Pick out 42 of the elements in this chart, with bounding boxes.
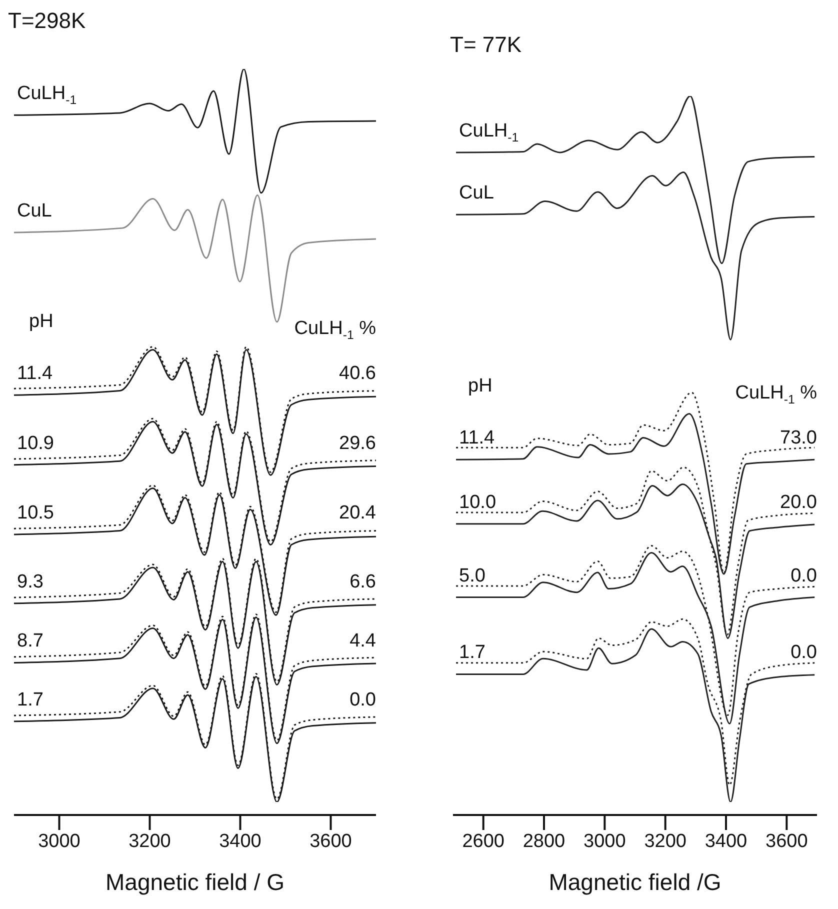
annotation: 40.6 — [339, 362, 376, 384]
series-label: 10.9 — [17, 432, 54, 454]
x-axis-title: Magnetic field /G — [548, 869, 722, 895]
chart-title: T=298K — [8, 8, 86, 34]
series-label: 5.0 — [459, 564, 486, 586]
series-label: 11.4 — [17, 362, 53, 384]
annotation: 0.0 — [790, 564, 817, 586]
x-tick-label: 2600 — [462, 831, 504, 852]
series-label: CuLH$_{-1}$ — [459, 120, 519, 144]
series-label: 9.3 — [17, 570, 44, 592]
annotation: CuLH$_{-1}$ % — [735, 382, 818, 407]
x-tick-label: 3400 — [704, 831, 748, 852]
x-tick-label: 3400 — [219, 831, 262, 852]
annotation: 29.6 — [339, 432, 376, 454]
annotation: pH — [29, 310, 54, 332]
annotation: CuLH$_{-1}$ % — [294, 318, 376, 342]
x-tick-label: 3000 — [38, 831, 80, 852]
series-label: 1.7 — [17, 688, 44, 710]
annotation: pH — [468, 375, 492, 396]
annotation: 20.4 — [339, 502, 376, 523]
series-label: 10.5 — [17, 502, 54, 523]
annotation: 0.0 — [790, 642, 817, 663]
series-label: 11.4 — [459, 427, 496, 448]
annotation: 0.0 — [350, 688, 376, 710]
chart-title: T= 77K — [450, 32, 522, 58]
x-tick-label: 2800 — [522, 831, 566, 852]
x-tick-label: 3000 — [584, 831, 626, 852]
series-label: 10.0 — [459, 491, 496, 512]
x-tick-label: 3600 — [310, 831, 352, 852]
series-label: 1.7 — [459, 642, 486, 663]
x-axis-title: Magnetic field / G — [106, 869, 284, 895]
x-tick-label: 3200 — [128, 831, 171, 852]
series-label: CuLH$_{-1}$ — [17, 82, 77, 108]
annotation: 4.4 — [350, 630, 376, 652]
series-label: CuL — [17, 200, 52, 221]
x-tick-label: 3200 — [644, 831, 686, 852]
annotation: 6.6 — [350, 570, 376, 592]
series-label: CuL — [459, 182, 494, 204]
series-label: 8.7 — [17, 630, 44, 652]
x-tick-label: 3600 — [766, 831, 808, 852]
annotation: 73.0 — [780, 427, 817, 448]
annotation: 20.0 — [780, 491, 817, 512]
